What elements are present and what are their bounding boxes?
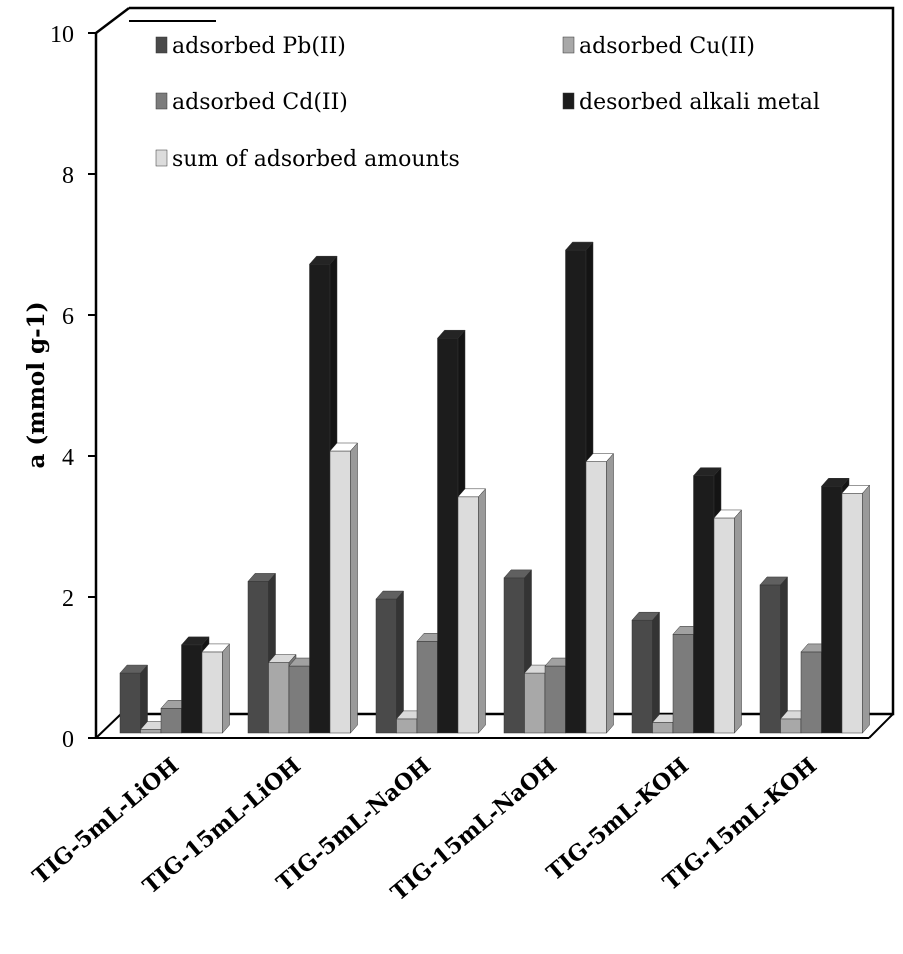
legend-item: desorbed alkali metal bbox=[562, 90, 820, 115]
bars bbox=[119, 241, 871, 734]
legend: adsorbed Pb(II) adsorbed Cu(II) adsorbed C… bbox=[155, 34, 820, 172]
y-axis: 0 2 4 6 8 10 bbox=[50, 22, 98, 753]
legend-item: sum of adsorbed amounts bbox=[155, 147, 460, 172]
y-tick-label: 6 bbox=[62, 304, 74, 330]
y-tick-label: 0 bbox=[62, 727, 74, 753]
bar bbox=[759, 576, 789, 734]
bar bbox=[457, 488, 487, 734]
legend-label: adsorbed Cd(II) bbox=[172, 90, 348, 115]
x-axis-labels: TIG-5mL-LiOHTIG-15mL-LiOHTIG-5mL-NaOHTIG… bbox=[28, 753, 822, 906]
bar bbox=[329, 442, 359, 734]
y-tick-label: 10 bbox=[50, 22, 74, 48]
y-tick-label: 2 bbox=[62, 586, 74, 612]
bar bbox=[375, 590, 405, 734]
bar bbox=[713, 509, 743, 734]
bar bbox=[841, 484, 871, 734]
legend-swatch bbox=[562, 36, 575, 54]
legend-swatch bbox=[562, 92, 575, 110]
bar bbox=[201, 643, 231, 734]
legend-swatch bbox=[155, 149, 168, 167]
y-tick-label: 4 bbox=[62, 445, 74, 471]
y-tick-label: 8 bbox=[62, 163, 74, 189]
legend-label: sum of adsorbed amounts bbox=[172, 147, 460, 172]
bar bbox=[631, 611, 661, 734]
legend-swatch bbox=[155, 36, 168, 54]
legend-item: adsorbed Cd(II) bbox=[155, 90, 348, 115]
legend-label: adsorbed Pb(II) bbox=[172, 34, 346, 59]
y-axis-label: a (mmol g-1) bbox=[23, 301, 50, 468]
legend-item: adsorbed Pb(II) bbox=[155, 34, 346, 59]
legend-label: adsorbed Cu(II) bbox=[579, 34, 755, 59]
legend-label: desorbed alkali metal bbox=[579, 90, 820, 115]
legend-swatch bbox=[155, 92, 168, 110]
legend-item: adsorbed Cu(II) bbox=[562, 34, 755, 59]
bar bbox=[119, 664, 149, 734]
bar bbox=[585, 452, 615, 734]
